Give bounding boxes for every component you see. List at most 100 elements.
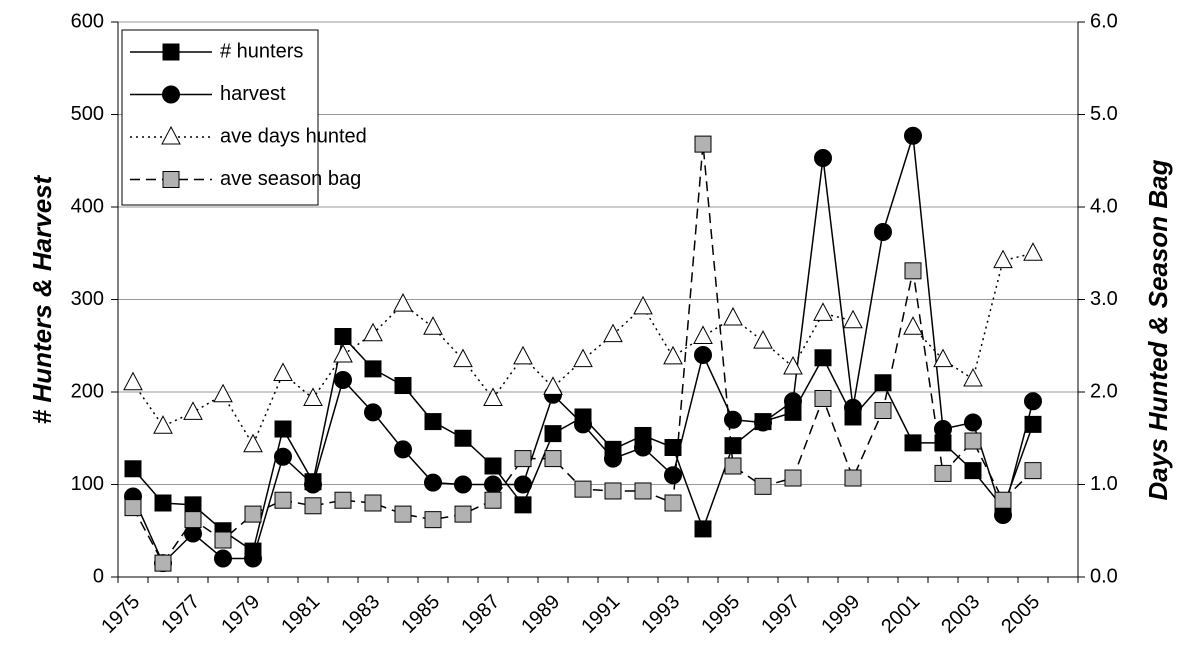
marker xyxy=(364,360,382,378)
marker xyxy=(1023,242,1043,261)
marker xyxy=(123,371,143,391)
marker xyxy=(304,497,322,515)
marker xyxy=(903,316,923,335)
marker xyxy=(933,348,953,368)
marker xyxy=(153,415,173,434)
marker xyxy=(783,355,803,375)
marker xyxy=(484,491,502,509)
x-tick-label: 1983 xyxy=(337,591,384,638)
marker xyxy=(964,432,982,450)
x-tick-label: 1989 xyxy=(517,591,564,638)
marker xyxy=(184,496,202,514)
marker xyxy=(304,475,322,494)
marker xyxy=(514,475,532,494)
marker xyxy=(243,433,263,453)
x-tick-label: 2001 xyxy=(877,591,924,638)
marker xyxy=(483,387,503,406)
marker xyxy=(663,345,683,365)
marker xyxy=(994,491,1012,509)
marker xyxy=(634,482,652,500)
marker xyxy=(694,135,712,153)
marker xyxy=(784,392,802,411)
y-tick-label: 500 xyxy=(71,103,104,125)
marker xyxy=(484,457,502,475)
marker xyxy=(963,367,983,387)
marker xyxy=(753,330,773,349)
marker xyxy=(513,345,533,365)
y2-tick-label: 0.0 xyxy=(1090,565,1118,587)
marker xyxy=(333,343,353,363)
marker xyxy=(664,466,682,485)
y2-tick-label: 1.0 xyxy=(1090,473,1118,495)
marker xyxy=(273,362,293,381)
marker xyxy=(514,496,532,514)
x-tick-label: 1999 xyxy=(817,591,864,638)
x-tick-label: 1993 xyxy=(637,591,684,638)
marker xyxy=(162,171,180,188)
marker xyxy=(754,477,772,495)
marker xyxy=(484,475,502,494)
marker xyxy=(424,413,442,431)
marker xyxy=(124,499,142,517)
marker xyxy=(934,464,952,482)
x-tick-label: 1979 xyxy=(217,591,264,638)
marker xyxy=(214,531,232,549)
marker xyxy=(874,402,892,419)
marker xyxy=(754,413,772,432)
x-tick-label: 1985 xyxy=(397,591,444,638)
y2-tick-label: 6.0 xyxy=(1090,10,1118,32)
marker xyxy=(454,429,472,447)
marker xyxy=(874,222,892,241)
marker xyxy=(844,469,862,487)
x-tick-label: 1981 xyxy=(277,591,324,638)
marker xyxy=(363,322,383,342)
x-tick-label: 2005 xyxy=(997,591,1044,638)
x-tick-label: 1991 xyxy=(577,591,624,638)
marker xyxy=(424,511,442,529)
marker xyxy=(844,398,862,417)
marker xyxy=(244,505,262,523)
marker xyxy=(693,325,713,344)
marker xyxy=(364,403,382,422)
marker xyxy=(1024,392,1042,411)
marker xyxy=(964,462,982,480)
marker xyxy=(454,505,472,523)
marker xyxy=(244,549,262,568)
marker xyxy=(814,148,832,167)
marker xyxy=(423,316,443,335)
marker xyxy=(394,505,412,523)
marker xyxy=(162,85,180,104)
marker xyxy=(393,293,413,312)
marker xyxy=(964,413,982,432)
marker xyxy=(814,349,832,367)
y-tick-label: 100 xyxy=(71,473,104,495)
y2-tick-label: 3.0 xyxy=(1090,288,1118,310)
y-tick-label: 400 xyxy=(71,195,104,217)
marker xyxy=(664,494,682,512)
marker xyxy=(813,302,833,321)
marker xyxy=(634,438,652,457)
legend: # hunters harvest ave days hunted ave seaso… xyxy=(121,29,367,206)
x-tick-label: 1977 xyxy=(157,591,204,638)
x-tick-label: 2003 xyxy=(937,591,984,638)
marker xyxy=(694,346,712,364)
marker xyxy=(1024,415,1042,433)
marker xyxy=(934,420,952,438)
legend-label: # hunters xyxy=(220,40,303,62)
marker xyxy=(904,262,922,280)
marker xyxy=(633,295,653,315)
legend-box xyxy=(121,29,319,206)
y2-tick-label: 4.0 xyxy=(1090,195,1118,217)
marker xyxy=(454,475,472,494)
y2-tick-label: 2.0 xyxy=(1090,380,1118,402)
legend-label: harvest xyxy=(220,83,286,105)
marker xyxy=(604,449,622,468)
marker xyxy=(394,377,412,395)
marker xyxy=(394,440,412,459)
marker xyxy=(724,437,742,455)
marker xyxy=(843,309,863,329)
marker xyxy=(514,450,532,468)
marker xyxy=(184,511,202,529)
marker xyxy=(904,434,922,452)
